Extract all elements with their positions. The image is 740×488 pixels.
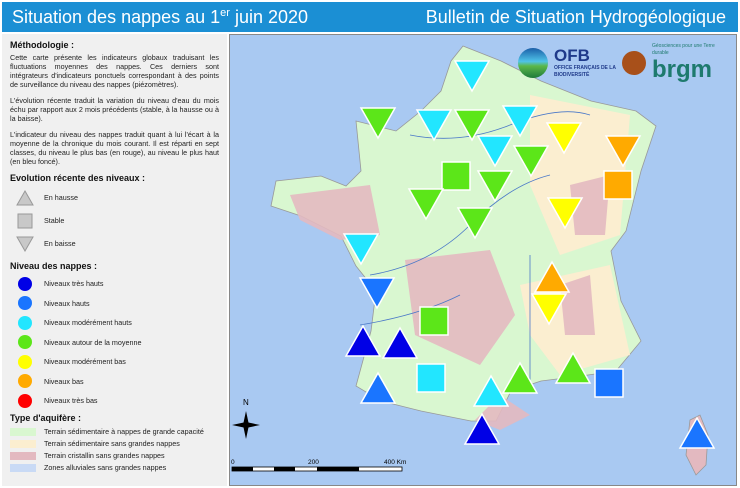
legend-label: Terrain sédimentaire à nappes de grande … [44, 427, 204, 436]
legend-label: En baisse [44, 239, 76, 248]
level-dot-icon [18, 296, 32, 311]
marker-up-tres_haut[interactable] [344, 324, 382, 357]
marker-down-avg[interactable] [476, 170, 514, 203]
marker-stable-avg[interactable] [419, 306, 449, 336]
brgm-logo [622, 51, 646, 75]
legend-evolution-item: En hausse [10, 186, 219, 209]
level-dot-icon [18, 276, 32, 291]
marker-down-avg[interactable] [407, 188, 445, 221]
level-dot-icon [18, 315, 32, 330]
marker-down-haut[interactable] [358, 277, 396, 310]
aquifer-title: Type d'aquifère : [10, 412, 81, 423]
legend-level-item: Niveaux modérément hauts [10, 313, 219, 333]
legend-label: Niveaux hauts [44, 298, 90, 308]
marker-down-modh[interactable] [342, 233, 380, 266]
marker-down-modh[interactable] [415, 109, 453, 142]
legend-level-item: Niveaux très hauts [10, 274, 219, 294]
level-dot-icon [18, 393, 32, 408]
legend-label: Zones alluviales sans grandes nappes [44, 463, 167, 472]
marker-down-avg[interactable] [512, 145, 550, 178]
marker-up-haut[interactable] [678, 416, 716, 449]
marker-stable-modh[interactable] [416, 363, 446, 393]
level-dot-icon [18, 374, 32, 389]
legend-aquifer-item: Terrain sédimentaire à nappes de grande … [10, 426, 219, 438]
marker-up-bas[interactable] [533, 260, 571, 293]
marker-up-haut[interactable] [359, 371, 397, 404]
aquifer-swatch [10, 427, 36, 436]
marker-down-modh[interactable] [476, 135, 514, 168]
header: Situation des nappes au 1er juin 2020 Bu… [2, 2, 738, 32]
legend-evolution-item: Stable [10, 209, 219, 232]
methodology-text: L'indicateur du niveau des nappes tradui… [10, 130, 219, 166]
marker-down-avg[interactable] [359, 107, 397, 140]
evolution-title: Evolution récente des niveaux : [10, 173, 146, 183]
marker-down-modb[interactable] [530, 293, 568, 326]
bulletin-title: Bulletin de Situation Hydrogéologique [425, 6, 726, 27]
scale-bar: 0 200 400 Km [231, 459, 406, 472]
marker-down-modh[interactable] [453, 60, 491, 93]
methodology-title: Méthodologie : [10, 40, 74, 50]
legend-level-item: Niveaux hauts [10, 294, 219, 314]
map-canvas: N 0 200 400 Km [231, 45, 716, 476]
methodology-text: L'évolution récente traduit la variation… [10, 96, 219, 123]
aquifer-swatch [10, 451, 36, 460]
marker-up-modh[interactable] [472, 374, 510, 407]
level-dot-icon [18, 354, 32, 369]
marker-down-modb[interactable] [545, 122, 583, 155]
aquifer-swatch [10, 463, 36, 472]
aquifer-swatch [10, 439, 36, 448]
scale-label: 200 [308, 459, 319, 466]
north-label: N [243, 398, 249, 407]
marker-down-modb[interactable] [546, 197, 584, 230]
legend-aquifer-item: Zones alluviales sans grandes nappes [10, 462, 219, 474]
marker-up-tres_haut[interactable] [463, 412, 501, 445]
crystalline-zones [290, 175, 610, 430]
legend-label: Niveaux modérément bas [44, 357, 126, 367]
legend-level-item: Niveaux autour de la moyenne [10, 333, 219, 353]
triangle-up-icon [10, 189, 40, 206]
brgm-logo-text: Géosciences pour une Terre durable brgm [652, 43, 715, 83]
legend-label: Niveaux bas [44, 376, 84, 386]
legend-panel: Méthodologie : Cette carte présente les … [2, 34, 227, 486]
scale-label: 400 Km [384, 459, 406, 466]
legend-label: Stable [44, 216, 65, 225]
ofb-logo [518, 48, 548, 78]
legend-label: Niveaux modérément hauts [44, 318, 132, 328]
marker-stable-avg[interactable] [441, 161, 471, 191]
legend-aquifer-item: Terrain sédimentaire sans grandes nappes [10, 438, 219, 450]
logos: OFB OFFICE FRANÇAIS DE LA BIODIVERSITÉ Gé… [518, 43, 724, 83]
methodology-text: Cette carte présente les indicateurs glo… [10, 53, 219, 89]
legend-label: Terrain sédimentaire sans grandes nappes [44, 439, 180, 448]
marker-down-bas[interactable] [604, 135, 642, 168]
legend-label: Terrain cristallin sans grandes nappes [44, 451, 165, 460]
legend-aquifer-item: Terrain cristallin sans grandes nappes [10, 450, 219, 462]
marker-stable-haut[interactable] [594, 368, 624, 398]
legend-label: Niveaux autour de la moyenne [44, 337, 142, 347]
marker-up-avg[interactable] [554, 351, 592, 384]
marker-down-modh[interactable] [501, 105, 539, 138]
legend-level-item: Niveaux très bas [10, 391, 219, 411]
legend-label: En hausse [44, 193, 78, 202]
marker-stable-bas[interactable] [603, 170, 633, 200]
level-title: Niveau des nappes : [10, 261, 98, 271]
triangle-down-icon [10, 236, 40, 252]
level-dot-icon [18, 335, 32, 350]
map-title: Situation des nappes au 1er juin 2020 [12, 6, 309, 27]
map[interactable]: N 0 200 400 Km OFB OFFICE FRANÇAIS DE LA … [229, 34, 737, 486]
marker-up-avg[interactable] [501, 361, 539, 394]
marker-down-avg[interactable] [456, 207, 494, 240]
north-arrow: N [232, 398, 260, 439]
scale-label: 0 [231, 459, 235, 466]
marker-up-tres_haut[interactable] [381, 326, 419, 359]
marker-down-avg[interactable] [453, 109, 491, 142]
square-icon [10, 213, 40, 229]
legend-evolution-item: En baisse [10, 232, 219, 255]
ofb-logo-text: OFB OFFICE FRANÇAIS DE LA BIODIVERSITÉ [554, 46, 616, 79]
legend-level-item: Niveaux bas [10, 372, 219, 392]
legend-label: Niveaux très hauts [44, 279, 104, 289]
legend-label: Niveaux très bas [44, 396, 98, 406]
legend-level-item: Niveaux modérément bas [10, 352, 219, 372]
